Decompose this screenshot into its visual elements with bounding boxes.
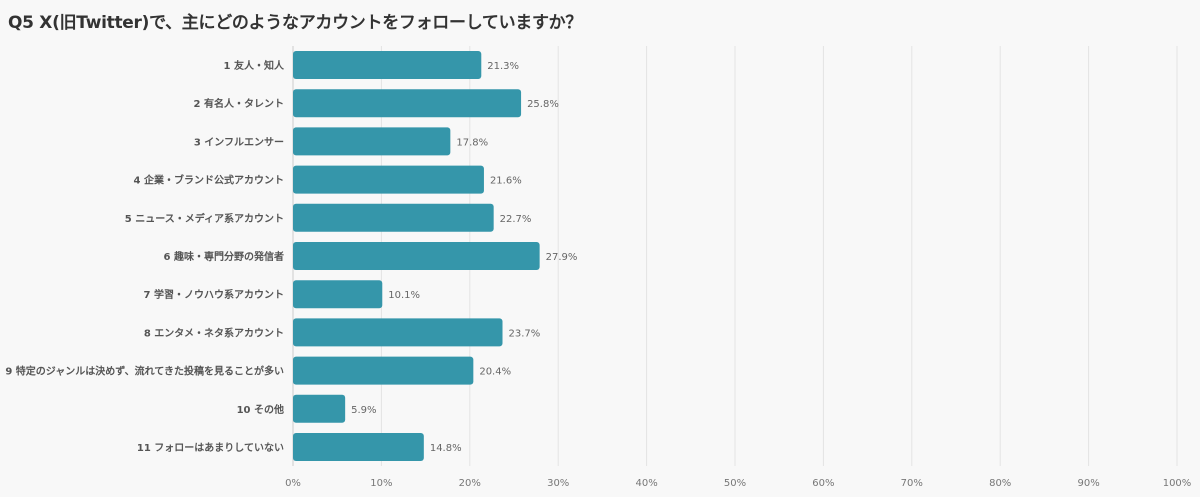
bar (293, 394, 346, 423)
value-label: 25.8% (527, 99, 559, 110)
x-tick-label: 20% (459, 478, 481, 489)
value-label: 22.7% (500, 214, 532, 225)
x-tick-label: 70% (901, 478, 923, 489)
x-tick-label: 10% (370, 478, 392, 489)
x-tick-label: 50% (724, 478, 746, 489)
category-label: 8 エンタメ・ネタ系アカウント (144, 326, 284, 339)
value-label: 21.6% (490, 176, 522, 187)
chart-title: Q5 X(旧Twitter)で、主にどのようなアカウントをフォローしていますか？ (8, 13, 583, 33)
category-label: 6 趣味・専門分野の発信者 (164, 250, 284, 263)
category-label: 11 フォローはあまりしていない (137, 441, 284, 454)
category-label: 9 特定のジャンルは決めず、流れてきた投稿を見ることが多い (5, 365, 284, 378)
bar (293, 89, 522, 118)
bar (293, 433, 424, 461)
value-label: 21.3% (487, 61, 519, 72)
x-tick-label: 30% (547, 478, 569, 489)
value-label: 14.8% (430, 443, 462, 454)
category-label: 4 企業・ブランド公式アカウント (134, 174, 284, 187)
bar (293, 356, 474, 385)
value-label: 17.8% (456, 137, 488, 148)
bar (293, 127, 451, 156)
value-label: 23.7% (509, 328, 541, 339)
bar (293, 203, 494, 232)
bar (293, 242, 540, 270)
category-label: 3 インフルエンサー (194, 136, 284, 148)
category-label: 1 友人・知人 (224, 59, 285, 72)
x-tick-label: 90% (1077, 478, 1099, 489)
category-label: 2 有名人・タレント (194, 97, 284, 110)
x-tick-label: 60% (812, 478, 834, 489)
x-tick-label: 100% (1163, 478, 1192, 489)
bar (293, 165, 484, 194)
value-label: 20.4% (479, 367, 511, 378)
category-label: 10 その他 (237, 403, 284, 416)
x-tick-label: 0% (285, 478, 301, 489)
category-label: 5 ニュース・メディア系アカウント (125, 212, 284, 225)
x-tick-label: 80% (989, 478, 1011, 489)
bar (293, 318, 503, 347)
bar (293, 280, 383, 309)
value-label: 27.9% (546, 252, 578, 263)
bar (293, 51, 482, 79)
value-label: 5.9% (351, 405, 376, 416)
category-label: 7 学習・ノウハウ系アカウント (144, 288, 284, 301)
value-label: 10.1% (388, 290, 420, 301)
x-tick-label: 40% (635, 478, 657, 489)
